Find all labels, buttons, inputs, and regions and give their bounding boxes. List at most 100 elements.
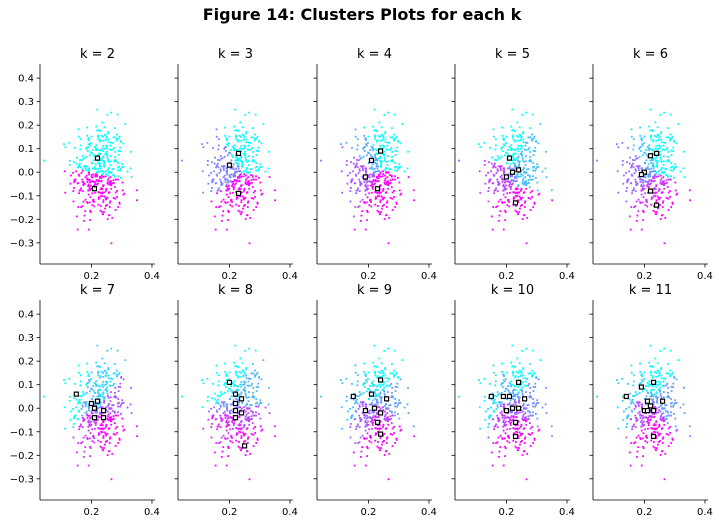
data-point [524,407,527,410]
subplot-k5: k = 50.2 0.4 [451,47,575,282]
data-point [273,189,276,192]
data-point [103,447,105,449]
data-point [380,397,383,400]
data-point [121,399,124,402]
data-point [375,416,377,419]
data-point [78,165,80,168]
data-point [647,147,650,149]
data-point [236,388,238,391]
data-point [233,173,236,176]
data-point [229,176,232,179]
data-point [81,426,84,429]
data-point [387,111,390,114]
data-point [123,428,126,431]
data-point [239,173,242,176]
data-point [88,178,91,181]
data-point [259,163,262,166]
data-point [657,370,660,373]
data-point [248,184,251,186]
data-point [225,170,228,172]
data-point [644,176,647,179]
data-point [107,177,110,180]
data-point [110,242,113,245]
data-point [217,138,220,141]
data-point [382,170,384,173]
data-point [631,165,633,168]
data-point [496,404,499,407]
data-point [656,191,658,194]
data-point [509,411,512,414]
data-point [120,376,123,379]
data-point [383,417,386,420]
data-point [524,380,527,383]
data-point [237,385,240,388]
data-point [660,192,663,194]
data-point [234,419,236,422]
data-point [375,180,377,183]
data-point [651,180,653,183]
data-point [688,189,691,192]
data-point [621,399,624,402]
data-point [252,433,255,436]
data-point [121,163,124,166]
data-point [654,431,657,434]
data-point [653,416,656,418]
data-point [241,431,244,434]
data-point [107,167,110,169]
data-point [520,188,523,191]
data-point [260,378,263,381]
data-point [502,183,505,186]
data-point [502,171,505,174]
data-point [255,137,258,140]
data-point [519,148,522,150]
data-point [647,424,650,426]
data-point [545,386,547,389]
data-point [227,211,230,214]
subplot-k10: k = 100.2 0.4 [451,283,575,518]
data-point [525,478,528,481]
data-point [363,370,366,373]
data-point [662,160,665,163]
data-point [646,205,649,208]
data-point [501,438,504,440]
data-point [97,162,100,164]
data-point [654,192,657,195]
data-point [521,389,523,392]
data-point [240,435,243,438]
data-point [106,381,109,384]
data-point [391,136,394,139]
data-point [356,395,358,397]
data-point [395,202,398,205]
data-point [656,195,659,198]
data-point [657,139,660,141]
data-point [511,175,513,178]
data-point [240,175,243,178]
data-point [517,371,520,374]
data-point [354,135,357,138]
data-point [365,422,368,424]
data-point [363,362,366,365]
data-point [372,173,375,176]
data-point [82,393,85,396]
data-point [382,188,385,191]
data-point [645,153,648,156]
data-point [120,140,123,143]
data-point [642,219,645,222]
x-tick-label: 0.2 [498,271,514,282]
data-point [350,417,353,420]
data-point [106,181,109,184]
data-point [259,166,261,168]
data-point [632,380,635,383]
data-point [525,420,528,422]
data-point [268,150,270,153]
data-point [376,403,379,406]
data-point [96,171,99,174]
data-point [350,415,353,418]
data-point [389,181,392,184]
data-point [381,370,384,373]
centroid-marker [226,162,233,168]
centroid-marker [368,157,375,164]
data-point [635,184,638,187]
data-point [670,442,673,444]
data-point [365,375,367,378]
